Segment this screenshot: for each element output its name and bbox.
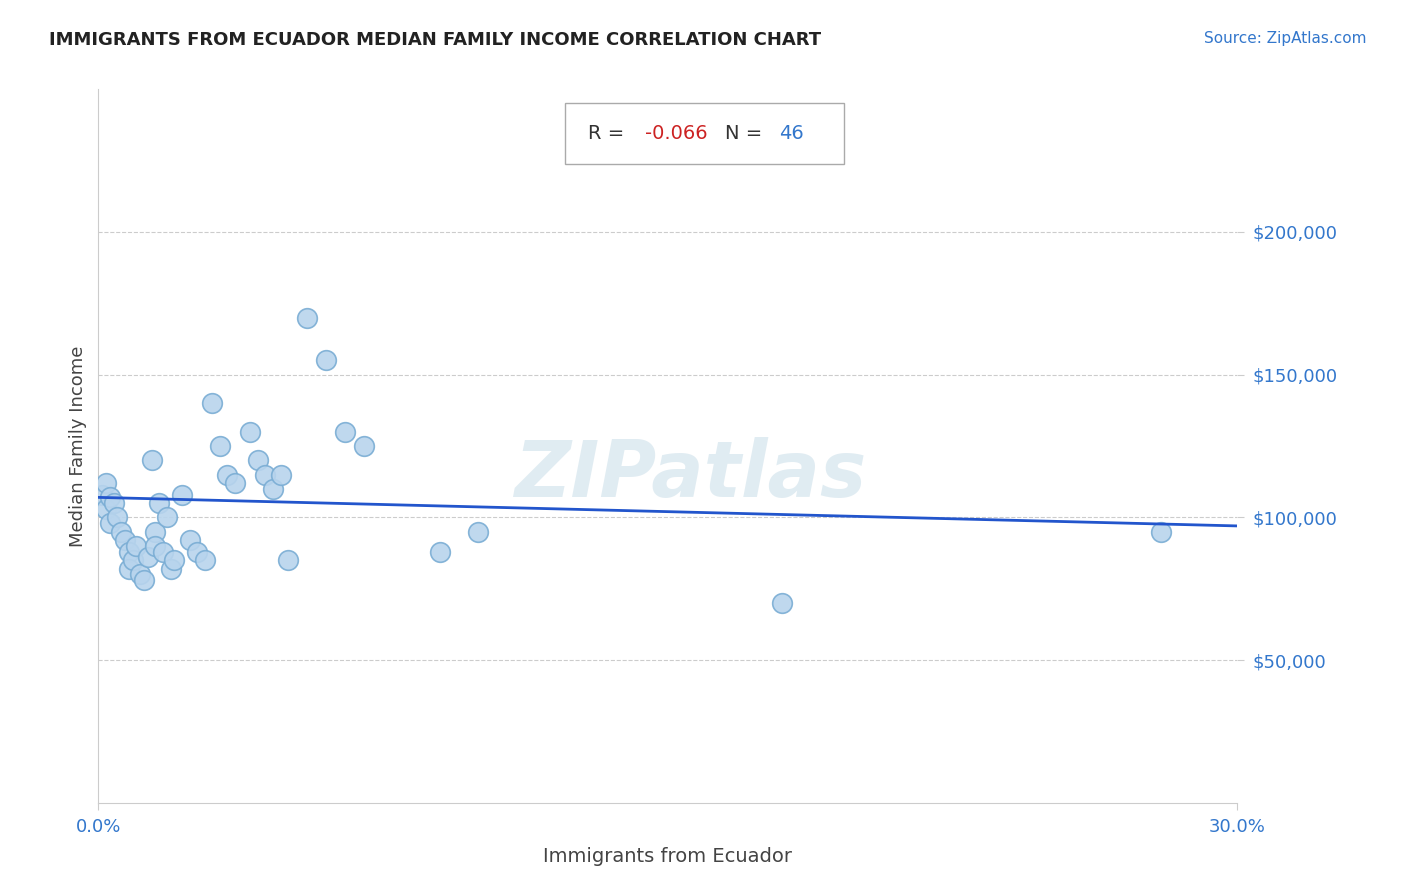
Text: N =: N =	[725, 124, 768, 144]
Point	[217, 467, 239, 482]
Point	[467, 524, 489, 539]
Point	[145, 539, 167, 553]
Point	[107, 510, 129, 524]
Point	[98, 516, 121, 530]
Point	[194, 553, 217, 567]
Point	[114, 533, 136, 548]
Point	[254, 467, 277, 482]
Point	[770, 596, 793, 610]
Point	[121, 553, 143, 567]
Point	[136, 550, 159, 565]
Point	[152, 544, 174, 558]
Text: -0.066: -0.066	[645, 124, 707, 144]
Point	[148, 496, 170, 510]
Point	[429, 544, 451, 558]
Point	[91, 487, 114, 501]
Point	[159, 562, 181, 576]
Point	[270, 467, 292, 482]
Point	[103, 496, 125, 510]
X-axis label: Immigrants from Ecuador: Immigrants from Ecuador	[543, 847, 793, 866]
Point	[315, 353, 337, 368]
Point	[179, 533, 201, 548]
Point	[201, 396, 224, 410]
Point	[170, 487, 193, 501]
Point	[335, 425, 357, 439]
Point	[224, 476, 246, 491]
Point	[246, 453, 269, 467]
Point	[1150, 524, 1173, 539]
Point	[297, 310, 319, 325]
Point	[156, 510, 179, 524]
Point	[118, 544, 141, 558]
Point	[145, 524, 167, 539]
Point	[132, 573, 155, 587]
FancyBboxPatch shape	[565, 103, 845, 164]
Point	[129, 567, 152, 582]
Point	[98, 491, 121, 505]
Text: ZIPatlas: ZIPatlas	[515, 436, 866, 513]
Point	[239, 425, 262, 439]
Point	[94, 476, 117, 491]
Y-axis label: Median Family Income: Median Family Income	[69, 345, 87, 547]
Text: IMMIGRANTS FROM ECUADOR MEDIAN FAMILY INCOME CORRELATION CHART: IMMIGRANTS FROM ECUADOR MEDIAN FAMILY IN…	[49, 31, 821, 49]
Text: Source: ZipAtlas.com: Source: ZipAtlas.com	[1204, 31, 1367, 46]
Point	[186, 544, 208, 558]
Point	[118, 562, 141, 576]
Text: R =: R =	[588, 124, 631, 144]
Point	[208, 439, 231, 453]
Point	[125, 539, 148, 553]
Point	[141, 453, 163, 467]
Point	[110, 524, 132, 539]
Point	[262, 482, 284, 496]
Point	[353, 439, 375, 453]
Text: 46: 46	[779, 124, 804, 144]
Point	[277, 553, 299, 567]
Point	[94, 501, 117, 516]
Point	[163, 553, 186, 567]
